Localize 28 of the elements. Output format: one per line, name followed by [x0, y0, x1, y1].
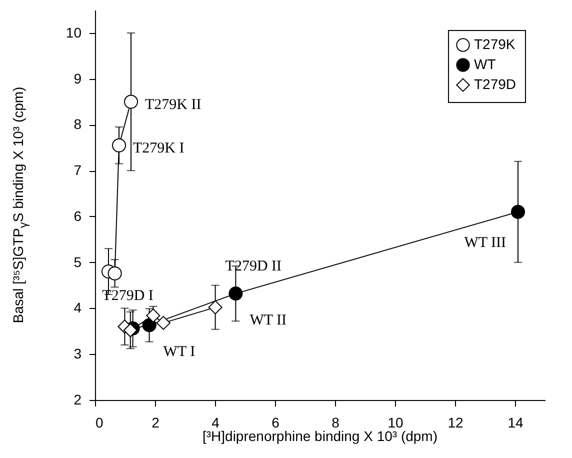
annotation: WT III — [464, 234, 506, 251]
annotation: WT I — [163, 344, 196, 360]
x-axis-title: [³H]diprenorphine binding X 10³ (dpm) — [202, 428, 438, 444]
y-tick-label: 3 — [74, 346, 82, 362]
x-tick-label: 10 — [388, 414, 404, 430]
annotation: T279D I — [102, 288, 154, 304]
legend-label: T279D — [474, 76, 516, 92]
y-tick-label: 4 — [74, 300, 82, 316]
x-tick-label: 0 — [96, 414, 104, 430]
y-tick-label: 9 — [74, 70, 82, 86]
y-tick-label: 5 — [74, 254, 82, 270]
y-tick-label: 6 — [74, 208, 82, 224]
x-tick-label: 4 — [212, 414, 220, 430]
y-tick-label: 7 — [74, 162, 82, 178]
y-tick-label: 10 — [66, 24, 82, 40]
annotation: T279K II — [145, 96, 202, 113]
annotation: WT II — [250, 312, 286, 329]
x-tick-label: 14 — [508, 414, 524, 430]
y-tick-label: 2 — [74, 392, 82, 408]
x-tick-label: 2 — [152, 414, 160, 430]
y-tick-label: 8 — [74, 116, 82, 132]
annotation: T279D II — [225, 258, 282, 274]
x-tick-label: 6 — [272, 414, 280, 430]
legend-label: WT — [474, 56, 496, 72]
annotation: T279K I — [133, 140, 184, 156]
x-tick-label: 8 — [332, 414, 340, 430]
x-tick-label: 12 — [448, 414, 464, 430]
legend-label: T279K — [474, 36, 516, 52]
